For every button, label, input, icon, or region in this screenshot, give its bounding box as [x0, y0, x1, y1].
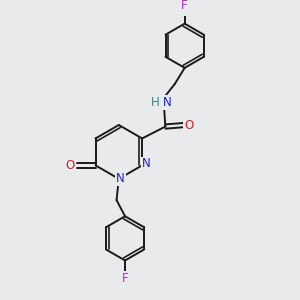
Text: F: F [122, 272, 128, 285]
Text: O: O [184, 118, 193, 132]
Text: H: H [151, 96, 160, 109]
Text: O: O [65, 159, 75, 172]
Text: N: N [116, 172, 124, 185]
Text: N: N [142, 158, 151, 170]
Text: F: F [181, 0, 188, 12]
Text: N: N [162, 96, 171, 109]
